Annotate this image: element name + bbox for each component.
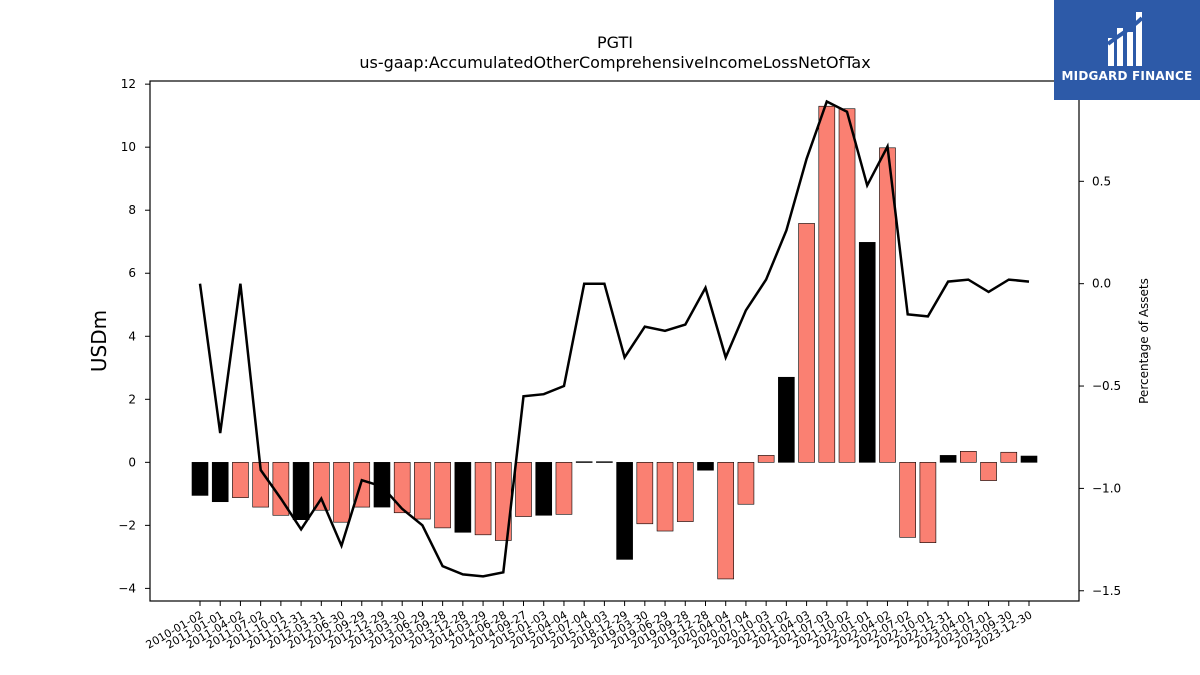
bar (454, 462, 472, 533)
bar (919, 462, 937, 543)
y-axis-label: USDm (87, 310, 111, 372)
bar (211, 462, 229, 503)
bar (333, 462, 350, 523)
bar (818, 105, 836, 463)
y-tick-label: 8 (128, 203, 136, 217)
bar (191, 462, 209, 496)
y-tick-label: 12 (121, 77, 136, 91)
y-tick-label: 0 (128, 455, 136, 469)
y-tick-label: 6 (128, 266, 136, 280)
y-tick-label: 2 (128, 392, 136, 406)
bar (636, 462, 654, 525)
bar (292, 462, 310, 520)
bar (960, 451, 977, 463)
bar (757, 455, 775, 463)
bar (515, 462, 532, 517)
bar (575, 461, 593, 463)
brand-logo: MIDGARD FINANCE (1054, 0, 1200, 100)
chart-title: PGTI (597, 33, 633, 52)
y-axis-right: −1.5 −1.0 −0.5 0.0 0.5 (1079, 174, 1121, 598)
y-axis-left: −4 −2 0 2 4 6 8 10 12 (118, 77, 150, 595)
y-tick-label: −4 (118, 581, 136, 595)
bar (393, 462, 411, 514)
y-tick-label: 10 (121, 140, 136, 154)
bar (535, 462, 553, 516)
bar-series (191, 105, 1038, 580)
bar (980, 462, 997, 481)
brand-name: MIDGARD FINANCE (1061, 69, 1193, 83)
percentage-line-series (198, 99, 1030, 578)
midgard-logo-icon (1106, 12, 1144, 66)
x-axis: 2010-01-022011-01-012011-04-022011-07-02… (144, 601, 1035, 652)
y-tick-label: −2 (118, 518, 136, 532)
bar (414, 462, 431, 520)
bar (616, 462, 633, 560)
bar (1020, 455, 1038, 463)
bar (596, 461, 613, 463)
bar (656, 462, 674, 532)
plot-frame (149, 80, 1080, 602)
bar (858, 242, 876, 463)
bar (778, 376, 795, 463)
bar (313, 462, 330, 511)
bar (899, 462, 916, 538)
y2-axis-label: Percentage of Assets (1137, 278, 1151, 404)
bar (232, 462, 249, 498)
bar (939, 455, 957, 463)
chart-subtitle: us-gaap:AccumulatedOtherComprehensiveInc… (359, 53, 870, 72)
bar (1000, 451, 1018, 463)
bar (798, 223, 815, 463)
bar (474, 462, 492, 536)
y2-tick-label: −1.5 (1092, 584, 1121, 598)
y2-tick-label: −0.5 (1092, 379, 1121, 393)
bar (717, 462, 735, 580)
y2-tick-label: −1.0 (1092, 481, 1121, 495)
y2-tick-label: 0.5 (1092, 174, 1111, 188)
y2-tick-label: 0.0 (1092, 277, 1111, 291)
bar (676, 462, 694, 522)
series-line (198, 99, 1030, 578)
bar (737, 462, 755, 505)
bar (434, 462, 451, 529)
bar (697, 462, 714, 471)
bar (555, 462, 573, 515)
y-tick-label: 4 (128, 329, 136, 343)
bar (838, 108, 856, 463)
